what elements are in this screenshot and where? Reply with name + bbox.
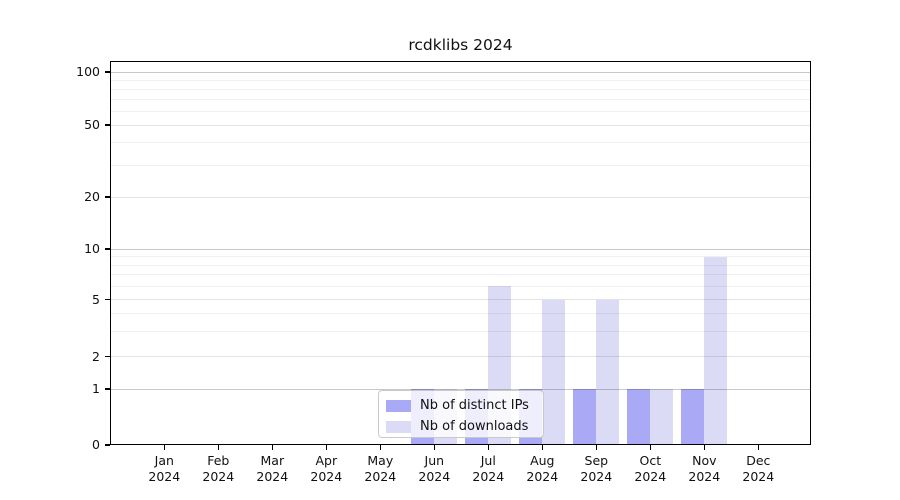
bar-downloads-aug xyxy=(542,299,566,445)
y-tick-20 xyxy=(104,196,110,198)
gridline-minor-30 xyxy=(110,164,811,166)
gridline-100 xyxy=(110,71,811,73)
year-label: 2024 xyxy=(472,469,505,484)
bar-distinct-ips-oct xyxy=(627,389,651,445)
y-tick-50 xyxy=(104,124,110,126)
month-label: May xyxy=(367,453,394,468)
x-tick-may xyxy=(379,445,381,450)
gridline-minor-6 xyxy=(110,285,811,287)
month-label: Nov xyxy=(692,453,717,468)
x-tick-label-jul: Jul 2024 xyxy=(458,453,518,485)
legend-label-downloads: Nb of downloads xyxy=(420,419,529,434)
chart-title: rcdklibs 2024 xyxy=(408,36,513,54)
x-tick-nov xyxy=(703,445,705,450)
y-tick-label-20: 20 xyxy=(84,189,100,204)
x-tick-feb xyxy=(217,445,219,450)
gridline-20 xyxy=(110,196,811,198)
gridline-minor-9 xyxy=(110,256,811,258)
legend-swatch-downloads xyxy=(386,420,411,433)
x-tick-label-oct: Oct 2024 xyxy=(620,453,680,485)
gridline-minor-90 xyxy=(110,79,811,81)
month-label: Jan xyxy=(154,453,174,468)
y-tick-2 xyxy=(104,355,110,358)
month-label: Mar xyxy=(260,453,285,468)
bar-downloads-nov xyxy=(704,256,728,445)
y-tick-label-100: 100 xyxy=(76,64,100,79)
year-label: 2024 xyxy=(526,469,559,484)
x-tick-apr xyxy=(325,445,327,450)
y-tick-label-0: 0 xyxy=(92,437,100,452)
y-tick-label-50: 50 xyxy=(84,117,100,132)
bar-downloads-oct xyxy=(650,389,674,445)
y-tick-0 xyxy=(104,444,110,446)
bar-downloads-sep xyxy=(596,299,620,445)
y-tick-label-1: 1 xyxy=(92,381,100,396)
year-label: 2024 xyxy=(364,469,397,484)
y-tick-label-10: 10 xyxy=(84,241,100,256)
month-label: Jul xyxy=(480,453,496,468)
x-tick-label-dec: Dec 2024 xyxy=(728,453,788,485)
year-label: 2024 xyxy=(202,469,235,484)
gridline-minor-8 xyxy=(110,264,811,266)
x-tick-label-feb: Feb 2024 xyxy=(188,453,248,485)
x-tick-sep xyxy=(595,445,597,450)
month-label: Apr xyxy=(315,453,338,468)
x-tick-jan xyxy=(163,445,165,450)
gridline-5 xyxy=(110,299,811,300)
x-tick-oct xyxy=(649,445,651,450)
year-label: 2024 xyxy=(688,469,721,484)
gridline-50 xyxy=(110,124,811,126)
legend-entry-distinct-ips: Nb of distinct IPs xyxy=(386,396,543,415)
month-label: Oct xyxy=(639,453,662,468)
y-tick-10 xyxy=(104,248,110,250)
month-label: Jun xyxy=(424,453,445,468)
year-label: 2024 xyxy=(310,469,343,484)
gridline-1 xyxy=(110,388,811,390)
gridline-minor-70 xyxy=(110,98,811,100)
x-tick-label-may: May 2024 xyxy=(350,453,410,485)
gridline-minor-40 xyxy=(110,142,811,144)
y-tick-100 xyxy=(104,71,110,73)
legend: Nb of distinct IPs Nb of downloads xyxy=(378,390,544,438)
x-tick-label-jun: Jun 2024 xyxy=(404,453,464,485)
year-label: 2024 xyxy=(256,469,289,484)
gridline-minor-80 xyxy=(110,88,811,90)
gridline-minor-60 xyxy=(110,110,811,112)
y-tick-1 xyxy=(104,388,110,390)
legend-label-distinct-ips: Nb of distinct IPs xyxy=(420,398,529,413)
month-label: Aug xyxy=(530,453,555,468)
x-tick-label-mar: Mar 2024 xyxy=(242,453,302,485)
bar-distinct-ips-nov xyxy=(681,389,705,445)
legend-swatch-distinct-ips xyxy=(386,399,411,412)
bar-distinct-ips-sep xyxy=(573,389,597,445)
x-tick-label-nov: Nov 2024 xyxy=(674,453,734,485)
month-label: Feb xyxy=(207,453,230,468)
month-label: Dec xyxy=(746,453,771,468)
x-tick-mar xyxy=(271,445,273,450)
gridline-minor-7 xyxy=(110,274,811,276)
x-tick-jul xyxy=(487,445,489,450)
year-label: 2024 xyxy=(148,469,181,484)
y-tick-label-2: 2 xyxy=(92,348,100,364)
y-tick-5 xyxy=(104,298,110,301)
x-tick-aug xyxy=(541,445,543,450)
gridline-minor-4 xyxy=(110,312,811,314)
gridline-minor-3 xyxy=(110,330,811,332)
x-tick-dec xyxy=(757,445,759,450)
x-tick-label-apr: Apr 2024 xyxy=(296,453,356,485)
x-tick-label-sep: Sep 2024 xyxy=(566,453,626,485)
year-label: 2024 xyxy=(742,469,775,484)
month-label: Sep xyxy=(584,453,609,468)
x-tick-label-jan: Jan 2024 xyxy=(134,453,194,485)
year-label: 2024 xyxy=(580,469,613,484)
year-label: 2024 xyxy=(418,469,451,484)
x-tick-label-aug: Aug 2024 xyxy=(512,453,572,485)
x-tick-jun xyxy=(433,445,435,450)
year-label: 2024 xyxy=(634,469,667,484)
gridline-2 xyxy=(110,356,811,357)
legend-entry-downloads: Nb of downloads xyxy=(386,417,543,436)
gridline-10 xyxy=(110,248,811,250)
y-tick-label-5: 5 xyxy=(92,291,100,307)
